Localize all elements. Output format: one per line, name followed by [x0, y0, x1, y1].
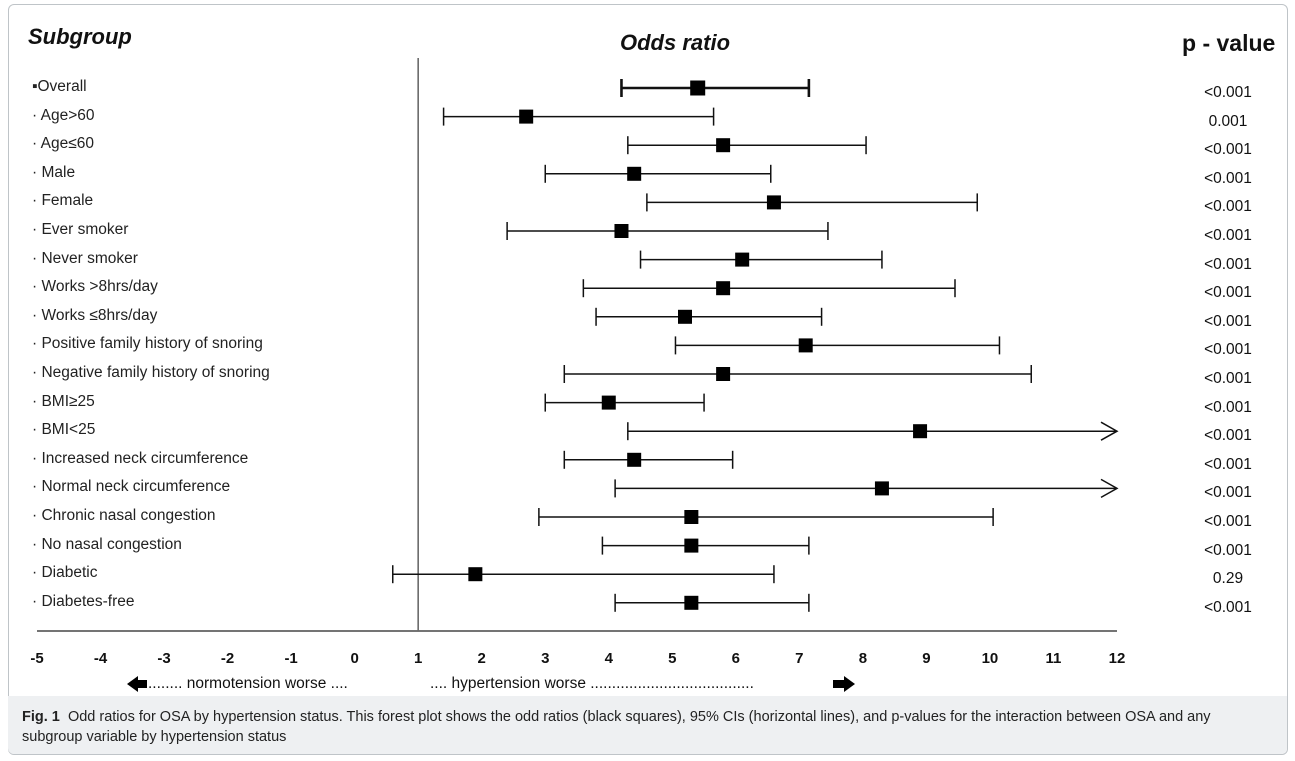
normotension-worse-label: ........ normotension worse ....	[148, 675, 348, 692]
p-value: 0.001	[1208, 112, 1248, 130]
subgroup-header: Subgroup	[28, 24, 132, 49]
odds-ratio-marker	[716, 281, 731, 296]
figure-caption: Fig. 1 Odd ratios for OSA by hypertensio…	[22, 707, 1272, 747]
odds-ratio-marker	[684, 538, 699, 553]
caption-figure-label: Fig. 1	[22, 709, 60, 725]
x-tick-label: 9	[922, 650, 931, 667]
p-value: <0.001	[1204, 84, 1252, 101]
odds-ratio-marker	[913, 424, 928, 439]
x-tick-label: 12	[1108, 650, 1126, 667]
caption-text: Odd ratios for OSA by hypertension statu…	[22, 709, 1211, 745]
odds-ratio-marker	[690, 80, 706, 96]
x-tick-label: 4	[604, 650, 613, 667]
x-tick-label: -5	[30, 650, 44, 667]
ci-arrowhead	[1100, 478, 1119, 499]
p-value: <0.001	[1204, 541, 1252, 559]
odds-ratio-marker	[716, 367, 731, 381]
odds-ratio-marker	[766, 195, 781, 210]
x-tick-label: -3	[157, 650, 171, 667]
odds-ratio-marker	[798, 338, 813, 353]
x-tick-label: 1	[414, 650, 423, 667]
subgroup-label: · Ever smoker	[32, 221, 129, 238]
hypertension-worse-label: .... hypertension worse ................…	[430, 675, 754, 692]
p-value-header: p - value	[1182, 30, 1276, 56]
figure-frame	[8, 4, 1288, 755]
odds-ratio-marker	[601, 395, 616, 410]
p-value: <0.001	[1204, 255, 1252, 273]
subgroup-label: · Negative family history of snoring	[32, 364, 270, 381]
subgroup-label: · Increased neck circumference	[32, 449, 249, 467]
odds-ratio-marker	[735, 252, 750, 267]
p-value: <0.001	[1204, 141, 1252, 159]
p-value: <0.001	[1204, 598, 1252, 616]
x-tick-label: 11	[1045, 650, 1062, 667]
p-value: <0.001	[1204, 227, 1252, 244]
p-value: <0.001	[1204, 427, 1252, 445]
subgroup-label: · Diabetic	[32, 564, 98, 582]
p-value: <0.001	[1204, 398, 1252, 416]
odds-ratio-marker	[716, 138, 731, 153]
x-tick-label: 7	[795, 650, 804, 667]
subgroup-label: · Male	[32, 163, 76, 181]
odds-ratio-marker	[627, 166, 642, 181]
p-value: <0.001	[1204, 370, 1252, 387]
subgroup-label: ▪Overall	[32, 78, 87, 95]
odds-ratio-marker	[627, 452, 642, 467]
right-direction-arrow	[833, 676, 855, 692]
x-tick-label: -4	[93, 650, 108, 667]
odds-ratio-marker	[874, 481, 889, 496]
ci-arrowhead	[1100, 421, 1119, 441]
subgroup-label: · Never smoker	[32, 249, 138, 267]
subgroup-label: · Female	[32, 192, 94, 210]
subgroup-label: · BMI≥25	[32, 392, 95, 410]
odds-ratio-marker	[519, 109, 534, 124]
p-value: <0.001	[1204, 341, 1252, 359]
odds-ratio-marker	[614, 224, 629, 238]
caption-background	[8, 696, 1287, 754]
subgroup-label: · Chronic nasal congestion	[32, 507, 216, 524]
x-tick-label: 5	[668, 650, 677, 667]
p-value: <0.001	[1204, 284, 1252, 302]
subgroup-label: · No nasal congestion	[32, 535, 182, 553]
subgroup-label: · Positive family history of snoring	[32, 335, 263, 353]
p-value: 0.29	[1212, 570, 1244, 588]
p-value: <0.001	[1204, 312, 1252, 330]
x-tick-label: 6	[731, 650, 740, 667]
odds-ratio-marker	[678, 309, 692, 324]
subgroup-label: · Age≤60	[32, 135, 94, 153]
p-value: <0.001	[1204, 169, 1252, 187]
x-tick-label: 10	[981, 650, 999, 667]
subgroup-label: · Works >8hrs/day	[32, 278, 158, 296]
x-tick-label: 3	[541, 650, 550, 667]
p-value: <0.001	[1204, 455, 1252, 473]
odds-ratio-marker	[684, 595, 699, 610]
odds-ratio-marker	[684, 510, 699, 524]
p-value: <0.001	[1204, 484, 1252, 502]
subgroup-label: · Diabetes-free	[32, 592, 135, 610]
subgroup-label: · BMI<25	[32, 421, 96, 439]
subgroup-label: · Age>60	[32, 106, 95, 124]
subgroup-label: · Normal neck circumference	[32, 478, 231, 496]
x-tick-label: 0	[350, 650, 359, 667]
p-value: <0.001	[1204, 198, 1252, 216]
x-tick-label: -1	[284, 650, 298, 667]
odds-ratio-marker	[468, 567, 483, 582]
left-direction-arrow	[127, 676, 147, 692]
x-tick-label: 2	[477, 650, 486, 667]
subgroup-label: · Works ≤8hrs/day	[32, 306, 158, 324]
x-tick-label: 8	[858, 650, 868, 667]
x-tick-label: -2	[220, 650, 235, 667]
odds-ratio-header: Odds ratio	[620, 30, 731, 55]
p-value: <0.001	[1204, 513, 1252, 530]
